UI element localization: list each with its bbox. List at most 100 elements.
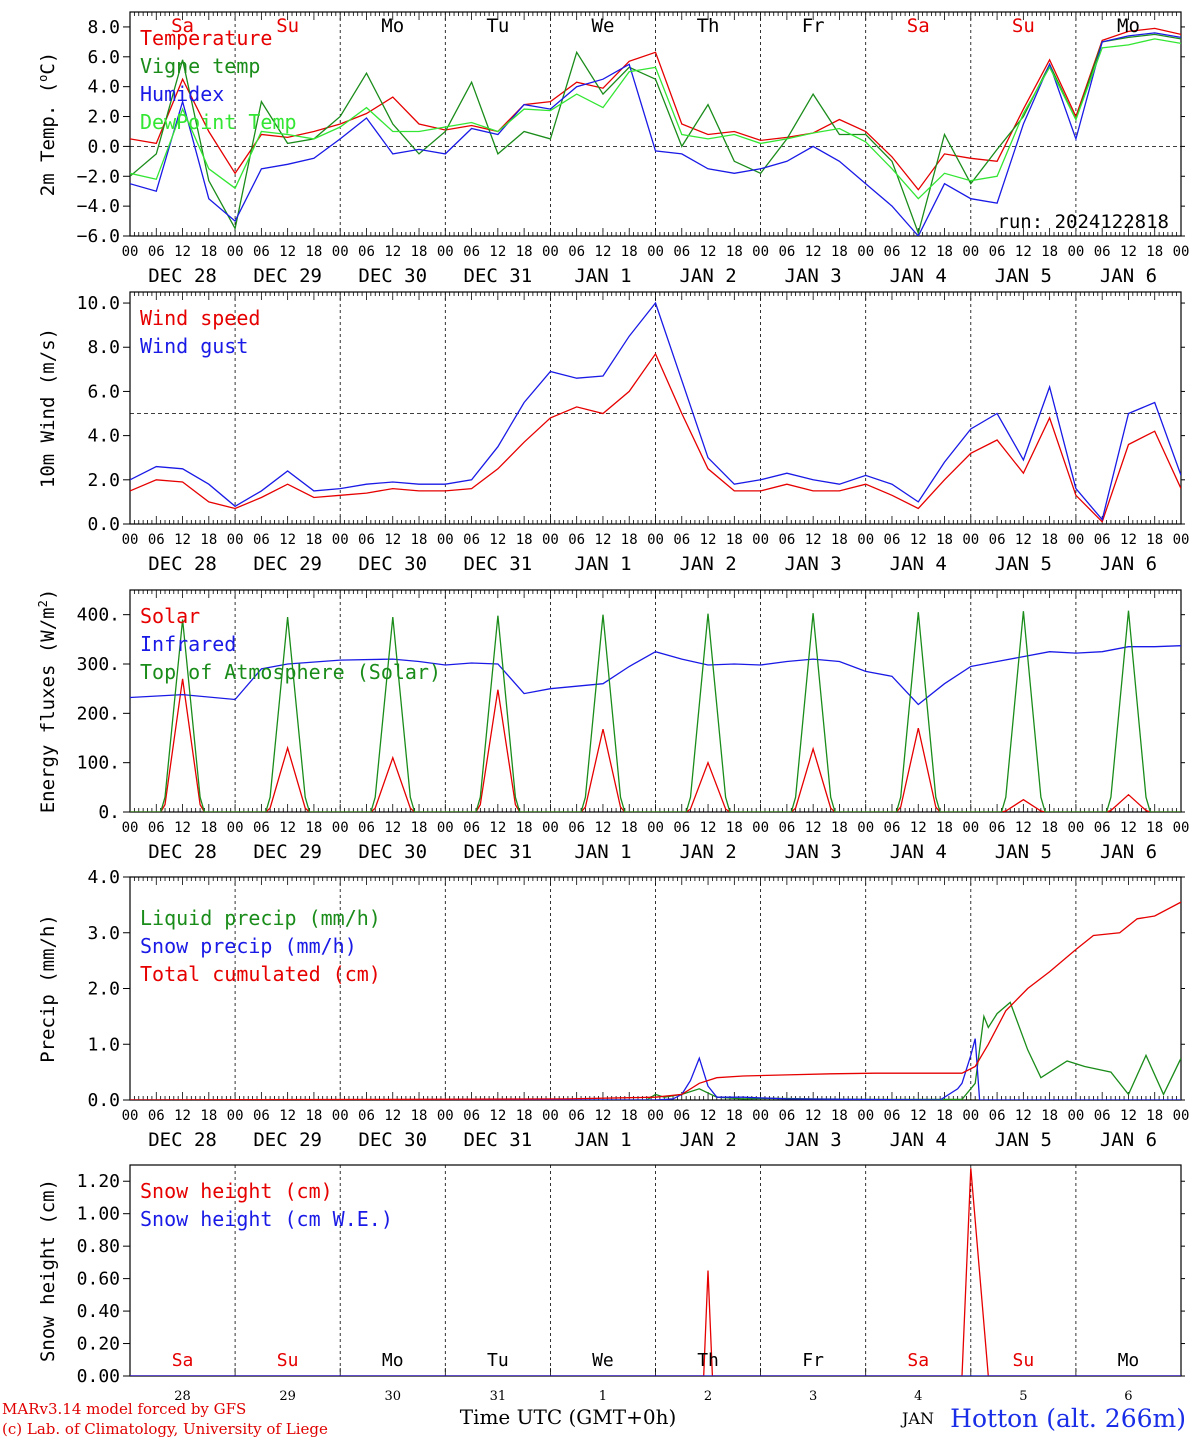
hour-tick-label: 06 [884,820,901,836]
hour-tick-label: 06 [463,532,480,548]
hour-tick-label: 00 [332,1108,349,1124]
hour-tick-label: 00 [437,820,454,836]
hour-tick-label: 12 [1015,532,1032,548]
y-axis-label: 10m Wind (m/s) [37,328,59,488]
hour-tick-label: 06 [989,532,1006,548]
series-line-total-cumulated-cm- [130,901,1181,1100]
hour-tick-label: 18 [200,1108,217,1124]
hour-tick-label: 12 [700,532,717,548]
hour-tick-label: 06 [148,820,165,836]
date-label: DEC 31 [464,553,533,575]
hour-tick-label: 18 [621,244,638,260]
hour-tick-label: 18 [305,244,322,260]
hour-tick-label: 06 [358,532,375,548]
hour-tick-label: 18 [411,532,428,548]
hour-tick-label: 00 [542,532,559,548]
day-name: Tu [486,15,509,37]
legend-entry: Solar [140,604,200,628]
hour-tick-label: 06 [778,1108,795,1124]
hour-tick-label: 18 [516,1108,533,1124]
hour-tick-label: 06 [358,1108,375,1124]
date-label: JAN 4 [890,1129,947,1151]
hour-tick-label: 06 [778,820,795,836]
hour-tick-label: 00 [962,244,979,260]
hour-tick-label: 06 [1094,532,1111,548]
day-name: Fr [802,15,825,37]
hour-tick-label: 12 [384,244,401,260]
legend-entry: Vigne temp [140,54,260,78]
hour-tick-label: 00 [1173,244,1190,260]
hour-tick-label: 00 [1173,820,1190,836]
hour-tick-label: 18 [831,244,848,260]
hour-tick-label: 12 [805,1108,822,1124]
hour-tick-label: 18 [411,820,428,836]
hour-tick-label: 18 [621,532,638,548]
y-tick-label: 200. [77,703,120,724]
hour-tick-label: 00 [542,244,559,260]
day-name: Su [276,15,299,37]
day-name: Su [277,1350,299,1371]
series-line-humidex [130,32,1181,236]
hour-tick-label: 12 [805,820,822,836]
hour-tick-label: 12 [489,244,506,260]
hour-tick-label: 06 [568,820,585,836]
hour-tick-label: 12 [1120,244,1137,260]
series-line-wind-speed [130,352,1181,524]
y-tick-label: 1.0 [87,1034,120,1055]
hour-tick-label: 18 [1041,244,1058,260]
series-line-liquid-precip-mm-h- [130,1001,1181,1100]
date-label: JAN 3 [785,553,842,575]
date-label: DEC 28 [148,265,217,287]
y-tick-label: 8.0 [87,17,120,38]
day-name: Mo [1118,1350,1140,1371]
date-label: JAN 5 [995,265,1052,287]
hour-tick-label: 00 [752,244,769,260]
legend-entry: Snow height (cm) [140,1179,333,1203]
hour-tick-label: 12 [174,820,191,836]
date-label: JAN 3 [785,265,842,287]
hour-tick-label: 18 [1146,244,1163,260]
date-label: DEC 30 [358,265,427,287]
day-number: 6 [1124,1389,1132,1404]
hour-tick-label: 12 [805,532,822,548]
date-label: JAN 6 [1100,841,1157,863]
y-tick-label: 0.40 [77,1301,120,1322]
y-tick-label: 2.0 [87,979,120,1000]
day-name: Su [1013,1350,1035,1371]
legend-entry: Liquid precip (mm/h) [140,906,381,930]
series-line-snow-height-cm- [130,1168,1181,1376]
y-tick-label: 8.0 [87,337,120,358]
hour-tick-label: 06 [148,1108,165,1124]
y-tick-label: 2.0 [87,107,120,128]
hour-tick-label: 00 [1173,1108,1190,1124]
hour-tick-label: 06 [884,532,901,548]
hour-tick-label: 06 [1094,1108,1111,1124]
series-line-top-of-atmosphere-solar- [130,610,1181,812]
hour-tick-label: 00 [647,820,664,836]
hour-tick-label: 06 [148,244,165,260]
hour-tick-label: 12 [595,820,612,836]
hour-tick-label: 12 [910,244,927,260]
hour-tick-label: 12 [1015,820,1032,836]
hour-tick-label: 00 [227,1108,244,1124]
date-label: DEC 31 [464,1129,533,1151]
hour-tick-label: 00 [542,1108,559,1124]
hour-tick-label: 18 [200,244,217,260]
legend-entry: Total cumulated (cm) [140,962,381,986]
date-label: JAN 5 [995,841,1052,863]
hour-tick-label: 18 [831,532,848,548]
hour-tick-label: 12 [1120,1108,1137,1124]
hour-tick-label: 12 [489,1108,506,1124]
hour-tick-label: 12 [1120,532,1137,548]
hour-tick-label: 00 [647,1108,664,1124]
run-annotation: run: 2024122818 [997,211,1169,233]
y-tick-label: 1.00 [77,1204,120,1225]
hour-tick-label: 00 [122,820,139,836]
hour-tick-label: 00 [857,820,874,836]
panel-4: 00 06 12 18 00 06 12 18 00 06 12 18 00 06 12 18 00 06 12 18… [37,867,1189,1151]
date-label: JAN 5 [995,1129,1052,1151]
hour-tick-label: 06 [673,1108,690,1124]
series-line-wind-gust [130,301,1181,521]
hour-tick-label: 18 [1146,820,1163,836]
y-tick-label: −4.0 [77,196,120,217]
